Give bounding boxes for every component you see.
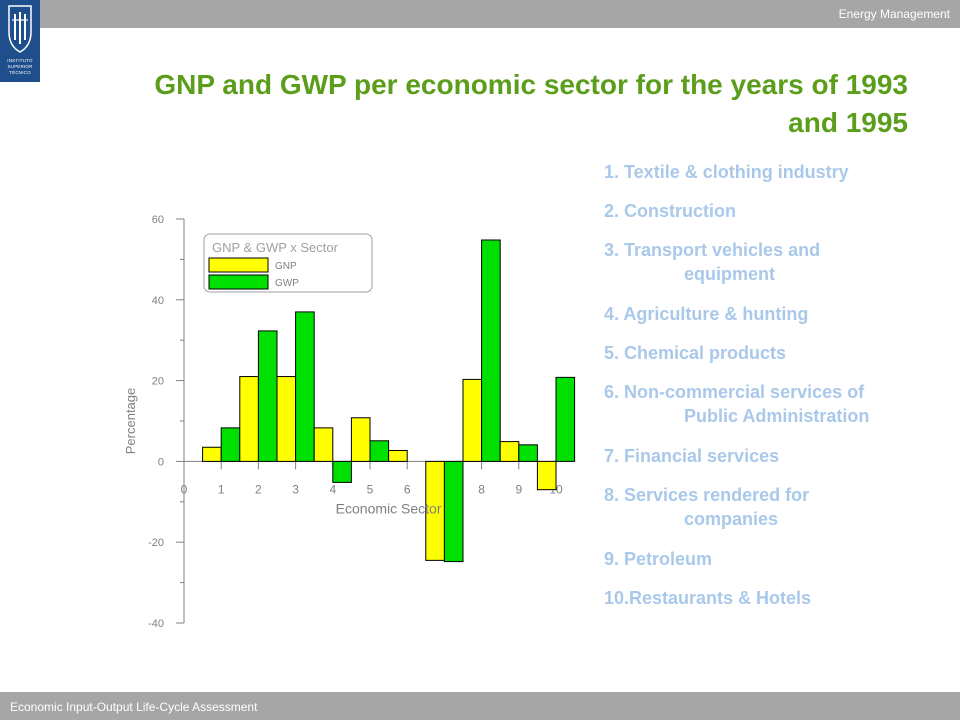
legend-title: GNP & GWP x Sector — [212, 240, 339, 255]
legend-swatch-gwp — [209, 275, 268, 289]
sector-item-4: 4. Agriculture & hunting — [604, 302, 944, 326]
bar-gwp-sector-5 — [370, 441, 389, 462]
bar-gnp-sector-2 — [240, 377, 259, 462]
bar-gnp-sector-4 — [314, 428, 333, 462]
footer-label: Economic Input-Output Life-Cycle Assessm… — [10, 700, 257, 714]
x-tick-label: 1 — [218, 482, 225, 496]
bar-gnp-sector-6 — [389, 450, 408, 461]
y-axis-label: Percentage — [123, 388, 138, 455]
bar-gwp-sector-10 — [556, 377, 575, 461]
sector-item-6: 6. Non-commercial services of Public Admi… — [604, 380, 944, 428]
bar-gnp-sector-1 — [203, 447, 222, 461]
legend-label-gwp: GWP — [275, 278, 299, 289]
x-axis-label: Economic Sector — [336, 500, 442, 516]
bar-gwp-sector-7 — [444, 461, 463, 561]
bottom-bar: Economic Input-Output Life-Cycle Assessm… — [0, 692, 960, 720]
sector-item-3-text: 3. Transport vehicles and equipment — [604, 238, 944, 286]
x-tick-label: 9 — [515, 482, 522, 496]
x-tick-label: 3 — [292, 482, 299, 496]
sector-item-8: 8. Services rendered for companies — [604, 483, 944, 531]
bar-gwp-sector-9 — [519, 445, 538, 462]
y-tick-label: 0 — [158, 456, 164, 468]
x-tick-label: 0 — [181, 482, 188, 496]
bar-gwp-sector-1 — [221, 428, 240, 462]
bar-gnp-sector-10 — [537, 461, 556, 489]
x-tick-label: 5 — [367, 482, 374, 496]
bar-gwp-sector-4 — [333, 461, 352, 482]
sector-item-2: 2. Construction — [604, 199, 944, 223]
x-tick-label: 4 — [329, 482, 336, 496]
bar-gwp-sector-2 — [258, 331, 277, 461]
bar-gnp-sector-3 — [277, 377, 296, 462]
bar-gnp-sector-5 — [351, 418, 370, 462]
sector-item-3: 3. Transport vehicles and equipment — [604, 238, 944, 286]
legend-swatch-gnp — [209, 258, 268, 272]
x-tick-label: 2 — [255, 482, 262, 496]
y-tick-label: 20 — [152, 376, 164, 388]
sector-item-1: 1. Textile & clothing industry — [604, 160, 944, 184]
bar-gwp-sector-3 — [296, 312, 315, 461]
bar-gnp-sector-8 — [463, 379, 482, 461]
y-tick-label: -20 — [148, 537, 164, 549]
legend-label-gnp: GNP — [275, 261, 297, 272]
y-tick-label: 40 — [152, 295, 164, 307]
sector-item-10: 10.Restaurants & Hotels — [604, 586, 944, 610]
x-tick-label: 6 — [404, 482, 411, 496]
y-tick-label: 60 — [152, 214, 164, 226]
bar-gnp-sector-9 — [500, 442, 519, 462]
sector-item-9: 9. Petroleum — [604, 547, 944, 571]
x-tick-label: 8 — [478, 482, 485, 496]
y-tick-label: -40 — [148, 618, 164, 630]
sector-legend-list: 1. Textile & clothing industry 2. Constr… — [604, 160, 944, 625]
bar-gwp-sector-8 — [482, 240, 501, 461]
sector-item-7: 7. Financial services — [604, 444, 944, 468]
sector-item-6-text: 6. Non-commercial services of Public Admi… — [604, 380, 944, 428]
sector-item-5: 5. Chemical products — [604, 341, 944, 365]
sector-item-8-text: 8. Services rendered for companies — [604, 483, 944, 531]
